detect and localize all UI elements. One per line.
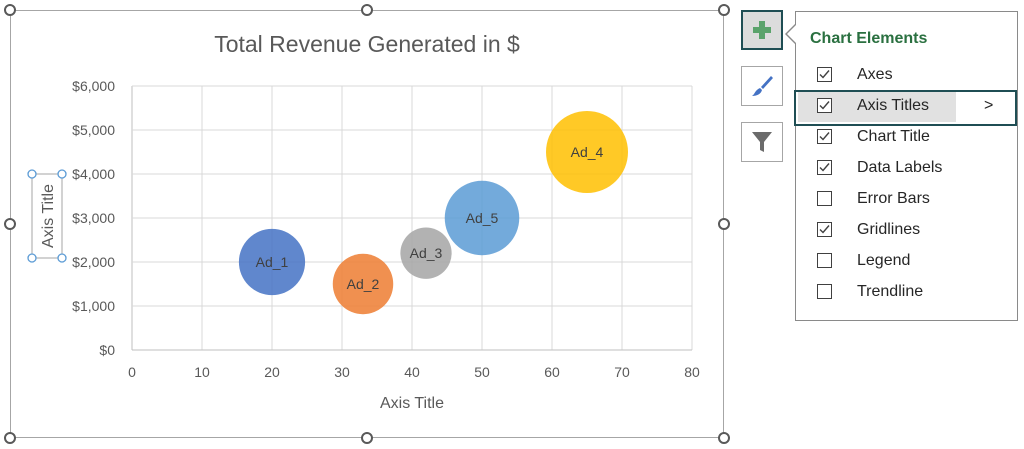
- x-tick-label: 40: [404, 364, 420, 380]
- paintbrush-icon: [752, 76, 773, 96]
- y-tick-label: $2,000: [72, 254, 115, 270]
- option-chart-title[interactable]: Chart Title: [796, 122, 1017, 153]
- resize-handle-top-center[interactable]: [361, 4, 373, 16]
- chart-elements-button[interactable]: [741, 10, 783, 50]
- y-axis-title-handle[interactable]: [27, 169, 37, 179]
- x-axis-title[interactable]: Axis Title: [380, 395, 444, 412]
- resize-handle-bottom-center[interactable]: [361, 432, 373, 444]
- bubble-ad-1[interactable]: [238, 228, 306, 296]
- data-label[interactable]: Ad_4: [571, 144, 604, 160]
- resize-handle-middle-left[interactable]: [4, 218, 16, 230]
- x-tick-label: 70: [614, 364, 630, 380]
- x-tick-label: 80: [684, 364, 700, 380]
- resize-handle-bottom-left[interactable]: [4, 432, 16, 444]
- chart-title[interactable]: Total Revenue Generated in $: [214, 31, 520, 57]
- option-axes[interactable]: Axes: [796, 60, 1017, 91]
- bubble-chart: Total Revenue Generated in $ 0 10 20 30 40 50…: [27, 31, 700, 412]
- bubble-ad-3[interactable]: [400, 227, 452, 279]
- checkmark-icon: [819, 70, 830, 79]
- data-label[interactable]: Ad_5: [466, 210, 499, 226]
- option-label: Axis Titles: [857, 97, 930, 114]
- option-error-bars[interactable]: Error Bars: [796, 184, 1017, 215]
- option-axis-titles[interactable]: Axis Titles >: [794, 90, 1017, 126]
- checkmark-icon: [819, 132, 830, 141]
- data-label[interactable]: Ad_1: [256, 254, 289, 270]
- checkbox[interactable]: [817, 191, 832, 206]
- data-label[interactable]: Ad_3: [410, 245, 443, 261]
- x-tick-label: 30: [334, 364, 350, 380]
- option-trendline[interactable]: Trendline: [796, 277, 1017, 308]
- checkbox[interactable]: [817, 253, 832, 268]
- x-tick-label: 50: [474, 364, 490, 380]
- y-tick-label: $1,000: [72, 298, 115, 314]
- y-tick-label: $5,000: [72, 122, 115, 138]
- checkbox[interactable]: [817, 160, 832, 175]
- panel-pointer-fill: [787, 25, 796, 43]
- y-tick-label: $0: [99, 342, 115, 358]
- option-label: Gridlines: [857, 221, 921, 238]
- plus-icon: [753, 21, 771, 39]
- x-tick-label: 10: [194, 364, 210, 380]
- y-axis-title-handle[interactable]: [27, 253, 37, 263]
- option-legend[interactable]: Legend: [796, 246, 1017, 277]
- option-focus-frame: [794, 90, 1017, 126]
- checkbox[interactable]: [817, 284, 832, 299]
- bubble-ad-5[interactable]: [444, 180, 520, 256]
- checkmark-icon: [819, 101, 830, 110]
- y-tick-label: $3,000: [72, 210, 115, 226]
- resize-handle-top-right[interactable]: [718, 4, 730, 16]
- checkmark-icon: [819, 225, 830, 234]
- option-label: Trendline: [857, 283, 924, 300]
- y-tick-label: $4,000: [72, 166, 115, 182]
- checkbox[interactable]: [817, 222, 832, 237]
- chart-filters-button[interactable]: [741, 122, 783, 162]
- y-axis-title-group[interactable]: Axis Title: [27, 169, 67, 263]
- option-label: Error Bars: [857, 190, 930, 207]
- funnel-icon: [752, 132, 772, 152]
- x-tick-label: 0: [128, 364, 136, 380]
- chart-styles-button[interactable]: [741, 66, 783, 106]
- option-label: Chart Title: [857, 128, 930, 145]
- y-axis-title-handle[interactable]: [57, 169, 67, 179]
- option-data-labels[interactable]: Data Labels: [796, 153, 1017, 184]
- chart-area[interactable]: Total Revenue Generated in $ 0 10 20 30 40 50…: [10, 10, 724, 438]
- resize-handle-top-left[interactable]: [4, 4, 16, 16]
- bubble-ad-2[interactable]: [332, 253, 394, 315]
- checkmark-icon: [819, 163, 830, 172]
- y-axis-title-handle[interactable]: [57, 253, 67, 263]
- resize-handle-bottom-right[interactable]: [718, 432, 730, 444]
- option-label: Data Labels: [857, 159, 943, 176]
- y-axis-title-frame: [31, 173, 63, 259]
- y-axis-title: Axis Title: [40, 184, 57, 248]
- panel-title: Chart Elements: [810, 30, 928, 47]
- resize-handle-middle-right[interactable]: [718, 218, 730, 230]
- option-gridlines[interactable]: Gridlines: [796, 215, 1017, 246]
- x-tick-label: 20: [264, 364, 280, 380]
- x-tick-label: 60: [544, 364, 560, 380]
- chevron-right-icon[interactable]: >: [984, 97, 994, 114]
- y-tick-label: $6,000: [72, 78, 115, 94]
- data-label[interactable]: Ad_2: [347, 276, 380, 292]
- checkbox[interactable]: [817, 67, 832, 82]
- chart-elements-panel: Chart Elements Axes Axis Titles > Chart …: [794, 11, 1018, 321]
- bubble-ad-4[interactable]: [546, 111, 628, 193]
- option-label: Axes: [857, 66, 893, 83]
- checkbox[interactable]: [817, 98, 832, 113]
- option-label: Legend: [857, 252, 911, 269]
- checkbox[interactable]: [817, 129, 832, 144]
